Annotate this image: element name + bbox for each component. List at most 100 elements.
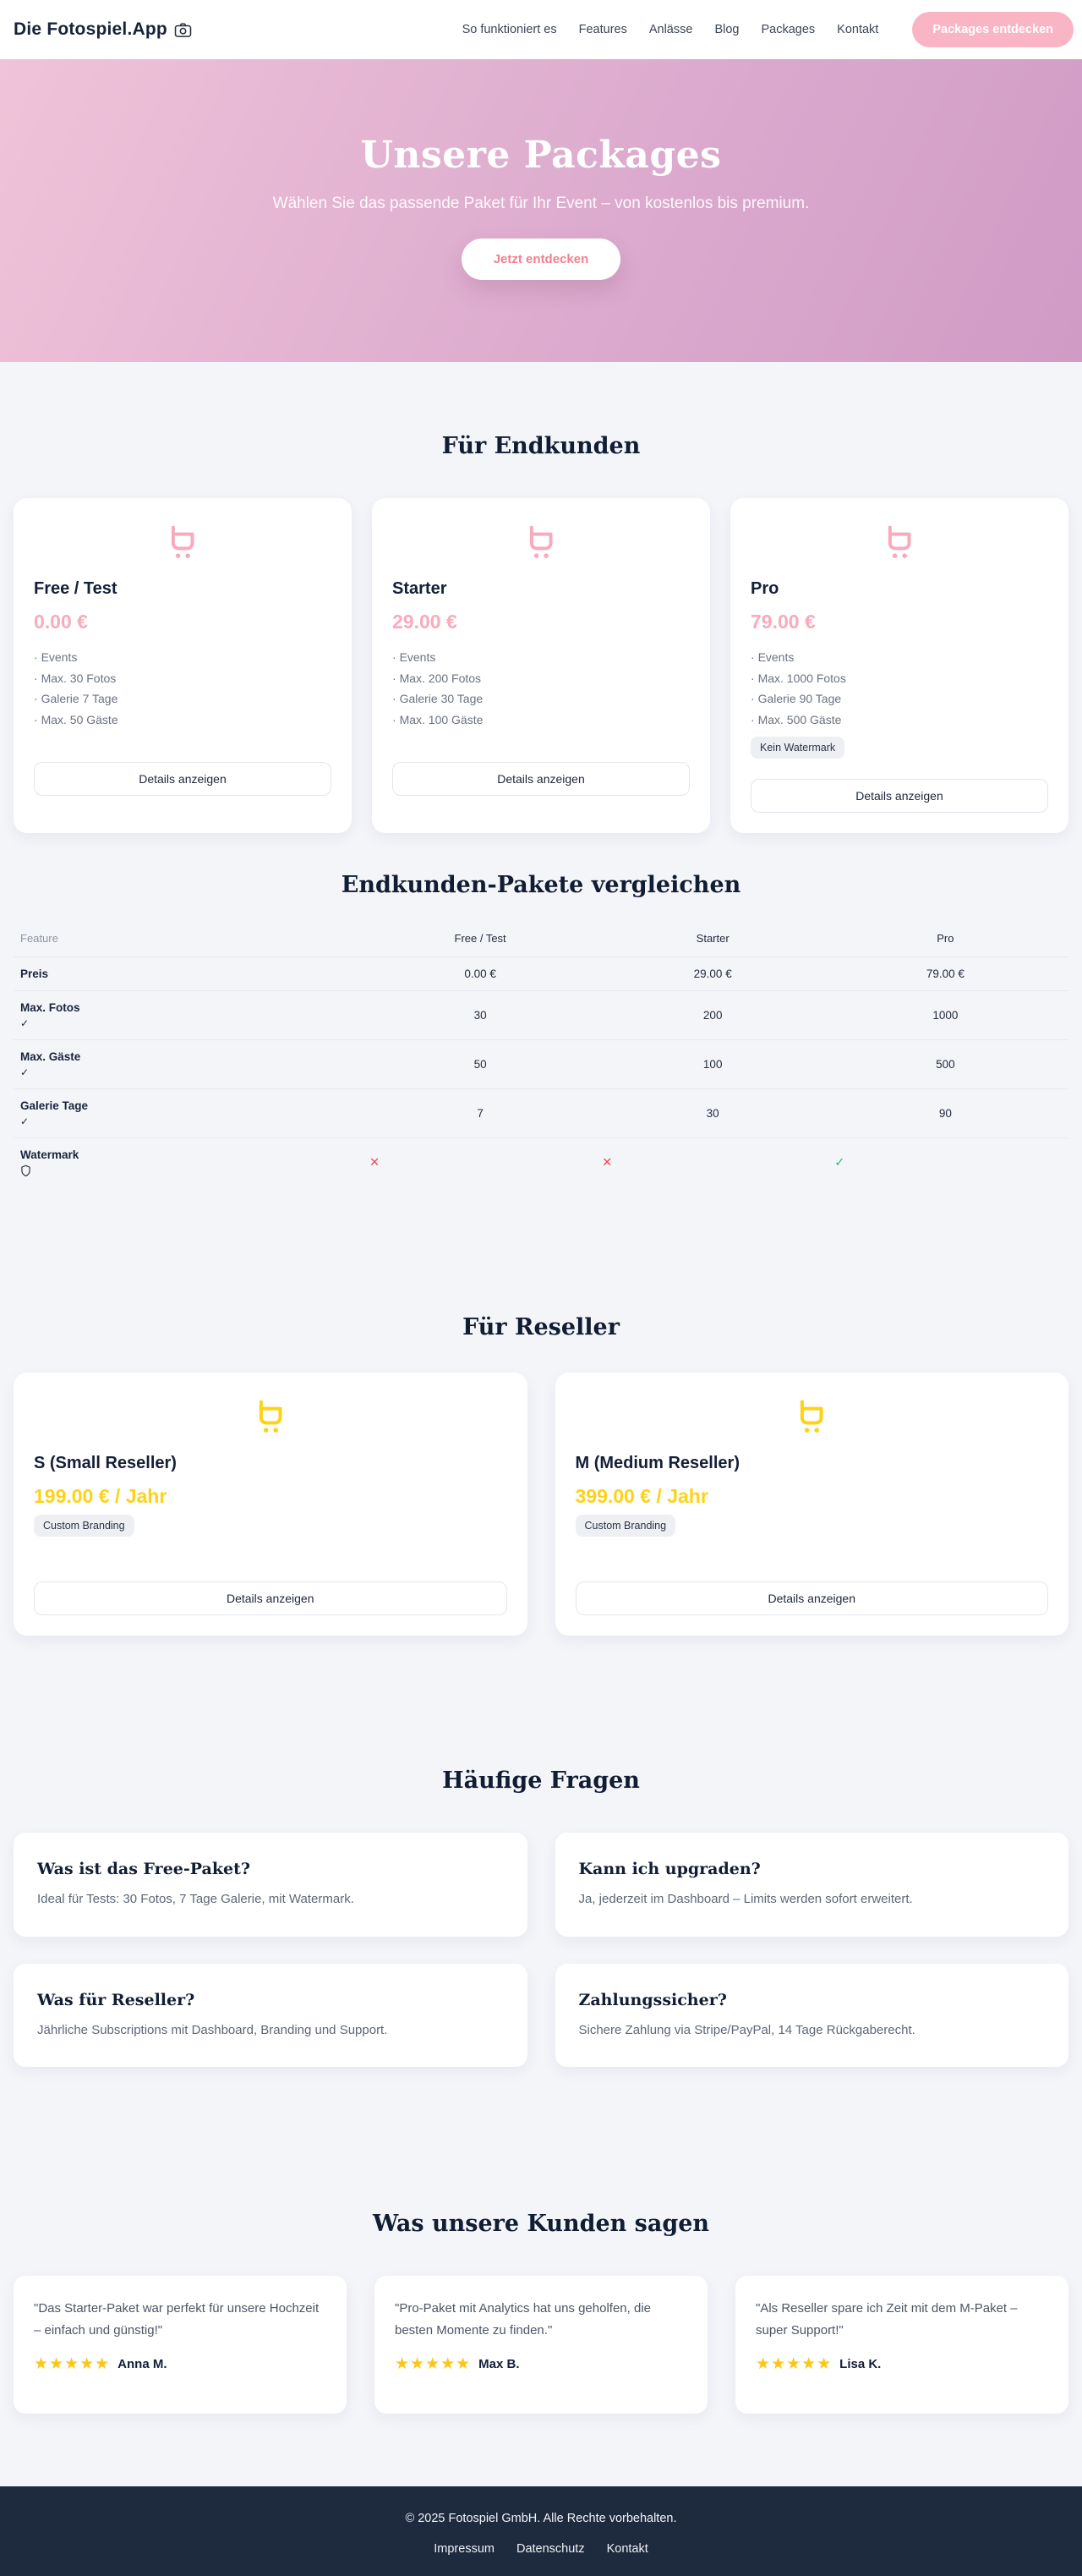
plan-price: 29.00 €	[392, 611, 457, 633]
plan-features: Events Max. 200 Fotos Galerie 30 Tage Ma…	[392, 647, 690, 730]
plan-feature: Galerie 7 Tage	[34, 688, 331, 710]
testimonial-rating: ★★★★★ Lisa K.	[756, 2354, 1048, 2374]
section-testimonials: Was unsere Kunden sagen "Das Starter-Pak…	[0, 2211, 1082, 2414]
plan-feature: Events	[392, 647, 690, 668]
details-anzeigen-button[interactable]: Details anzeigen	[751, 779, 1048, 813]
plan-title: Pro	[751, 579, 779, 598]
plan-price: 399.00 € / Jahr	[575, 1485, 708, 1507]
brand: Die Fotospiel.App	[14, 19, 192, 40]
nav-anlaesse[interactable]: Anlässe	[648, 23, 693, 36]
jetzt-entdecken-button[interactable]: Jetzt entdecken	[461, 238, 621, 280]
plan-feature: Max. 200 Fotos	[392, 668, 690, 689]
cell-value: 1000	[932, 1009, 959, 1022]
faq-answer: Sichere Zahlung via Stripe/PayPal, 14 Ta…	[578, 2022, 915, 2037]
footer-link-datenschutz[interactable]: Datenschutz	[516, 2542, 585, 2556]
hero: Unsere Packages Wählen Sie das passende …	[0, 59, 1082, 362]
nav-blog[interactable]: Blog	[714, 23, 740, 36]
endkunden-heading: Für Endkunden	[441, 433, 641, 459]
row-label: Max. Gäste ✓	[20, 1050, 364, 1078]
compare-header-row: Feature Free / Test Starter Pro	[14, 920, 1068, 957]
details-anzeigen-button[interactable]: Details anzeigen	[575, 1581, 1048, 1615]
custom-branding-badge: Custom Branding	[34, 1515, 134, 1537]
plan-price: 0.00 €	[34, 611, 88, 633]
cell-value: 200	[702, 1009, 723, 1022]
details-anzeigen-button[interactable]: Details anzeigen	[34, 1581, 507, 1615]
main-nav: So funktioniert es Features Anlässe Blog…	[462, 12, 1074, 47]
row-label: Max. Fotos ✓	[20, 1001, 364, 1029]
faq-heading: Häufige Fragen	[442, 1768, 640, 1794]
plan-card-free: Free / Test 0.00 € Events Max. 30 Fotos …	[14, 498, 352, 833]
plan-feature: Galerie 30 Tage	[392, 688, 690, 710]
nav-packages[interactable]: Packages	[761, 23, 816, 36]
testimonial-rating: ★★★★★ Max B.	[395, 2354, 687, 2374]
check-icon: ✓	[20, 1115, 30, 1127]
packages-entdecken-button[interactable]: Packages entdecken	[912, 12, 1074, 47]
endkunden-cards: Free / Test 0.00 € Events Max. 30 Fotos …	[14, 498, 1068, 833]
star-rating-icons: ★★★★★	[756, 2355, 833, 2373]
plan-title: Free / Test	[34, 579, 117, 598]
cart-icon	[880, 523, 919, 562]
reseller-cards: S (Small Reseller) 199.00 € / Jahr Custo…	[14, 1373, 1068, 1636]
footer-link-kontakt[interactable]: Kontakt	[606, 2542, 648, 2556]
faq-question: Kann ich upgraden?	[578, 1860, 761, 1878]
cell-value: 29.00 €	[693, 967, 732, 980]
plan-feature: Galerie 90 Tage	[751, 688, 1048, 710]
cell-value: 0.00 €	[464, 967, 496, 980]
cell-watermark-pro: ✓	[829, 1156, 1062, 1170]
check-icon: ✓	[20, 1017, 30, 1029]
nav-kontakt[interactable]: Kontakt	[837, 23, 879, 36]
faq-card: Was ist das Free-Paket? Ideal für Tests:…	[14, 1833, 527, 1937]
testimonial-cards: "Das Starter-Paket war perfekt für unser…	[14, 2276, 1068, 2414]
cell-value: 30	[473, 1009, 487, 1022]
table-row-max-gaeste: Max. Gäste ✓ 50 100 500	[14, 1040, 1068, 1089]
faq-cards: Was ist das Free-Paket? Ideal für Tests:…	[14, 1833, 1068, 2067]
cell-value: 50	[473, 1058, 487, 1071]
kein-watermark-badge: Kein Watermark	[751, 737, 845, 759]
testimonial-quote: "Pro-Paket mit Analytics hat uns geholfe…	[395, 2301, 651, 2338]
cell-watermark-free: ✕	[364, 1156, 597, 1170]
star-rating-icons: ★★★★★	[34, 2355, 111, 2373]
faq-card: Was für Reseller? Jährliche Subscription…	[14, 1963, 527, 2067]
table-row-watermark: Watermark ✕ ✕ ✓	[14, 1138, 1068, 1187]
check-icon: ✓	[834, 1156, 845, 1170]
cart-icon	[163, 523, 202, 562]
footer-links: Impressum Datenschutz Kontakt	[0, 2542, 1082, 2556]
plan-title: Starter	[392, 579, 447, 598]
nav-so-funktioniert-es[interactable]: So funktioniert es	[462, 23, 557, 36]
col-header-pro: Pro	[937, 932, 954, 945]
details-anzeigen-button[interactable]: Details anzeigen	[392, 762, 690, 796]
testimonial-name: Lisa K.	[839, 2357, 882, 2371]
faq-question: Was ist das Free-Paket?	[37, 1860, 251, 1878]
camera-icon	[174, 22, 192, 38]
row-label: Galerie Tage ✓	[20, 1099, 364, 1127]
col-header-free: Free / Test	[454, 932, 506, 945]
testimonial-name: Max B.	[478, 2357, 520, 2371]
reseller-card-s: S (Small Reseller) 199.00 € / Jahr Custo…	[14, 1373, 527, 1636]
testimonial-quote: "Als Reseller spare ich Zeit mit dem M-P…	[756, 2301, 1018, 2338]
faq-question: Was für Reseller?	[37, 1990, 195, 2009]
plan-card-pro: Pro 79.00 € Events Max. 1000 Fotos Galer…	[730, 498, 1068, 833]
shield-icon	[20, 1165, 364, 1177]
plan-feature: Max. 500 Gäste	[751, 710, 1048, 731]
footer-link-impressum[interactable]: Impressum	[434, 2542, 495, 2556]
check-icon: ✓	[20, 1066, 30, 1078]
nav-features[interactable]: Features	[578, 23, 627, 36]
faq-card: Zahlungssicher? Sichere Zahlung via Stri…	[555, 1963, 1068, 2067]
logo-text: Die Fotospiel.App	[14, 19, 167, 39]
plan-title: S (Small Reseller)	[34, 1454, 177, 1472]
star-rating-icons: ★★★★★	[395, 2355, 472, 2373]
cell-value: 79.00 €	[926, 967, 965, 980]
reseller-card-m: M (Medium Reseller) 399.00 € / Jahr Cust…	[555, 1373, 1068, 1636]
col-header-starter: Starter	[696, 932, 730, 945]
faq-answer: Ideal für Tests: 30 Fotos, 7 Tage Galeri…	[37, 1892, 354, 1906]
faq-answer: Ja, jederzeit im Dashboard – Limits werd…	[578, 1892, 913, 1906]
row-label: Preis	[20, 967, 49, 980]
details-anzeigen-button[interactable]: Details anzeigen	[34, 762, 331, 796]
faq-card: Kann ich upgraden? Ja, jederzeit im Dash…	[555, 1833, 1068, 1937]
plan-features: Events Max. 1000 Fotos Galerie 90 Tage M…	[751, 647, 1048, 730]
cell-value: 100	[702, 1058, 723, 1071]
footer: © 2025 Fotospiel GmbH. Alle Rechte vorbe…	[0, 2486, 1082, 2576]
compare-table: Feature Free / Test Starter Pro Preis 0.…	[14, 920, 1068, 1187]
section-endkunden: Für Endkunden Free / Test 0.00 € Events …	[0, 433, 1082, 833]
faq-question: Zahlungssicher?	[578, 1990, 727, 2009]
